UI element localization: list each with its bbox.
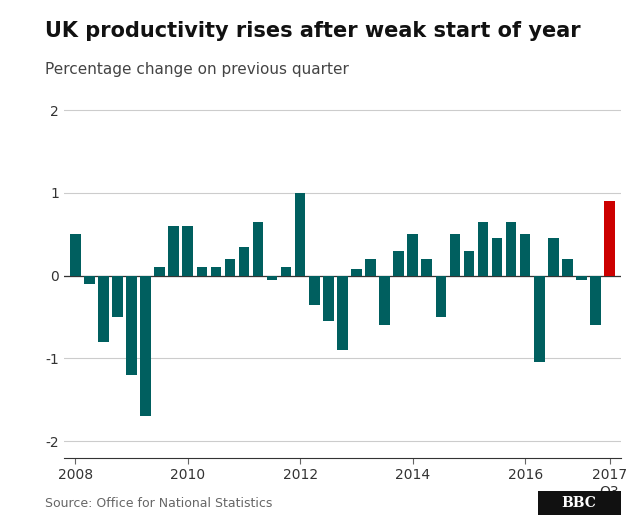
Bar	[112, 276, 123, 317]
Bar	[337, 276, 348, 350]
Bar	[182, 226, 193, 276]
Bar	[196, 267, 207, 276]
Bar	[126, 276, 137, 375]
Bar	[253, 222, 263, 276]
Bar	[154, 267, 165, 276]
Bar	[168, 226, 179, 276]
Bar	[576, 276, 587, 280]
Bar	[548, 238, 559, 276]
Bar	[98, 276, 109, 342]
Text: Source: Office for National Statistics: Source: Office for National Statistics	[45, 497, 272, 510]
Bar	[295, 193, 305, 276]
Bar	[365, 259, 376, 276]
Bar	[436, 276, 446, 317]
Bar	[84, 276, 95, 284]
Text: Percentage change on previous quarter: Percentage change on previous quarter	[45, 62, 349, 77]
Bar	[562, 259, 573, 276]
Text: BBC: BBC	[562, 496, 596, 510]
Bar	[422, 259, 432, 276]
Bar	[408, 234, 418, 276]
Text: UK productivity rises after weak start of year: UK productivity rises after weak start o…	[45, 21, 580, 41]
Bar	[534, 276, 545, 362]
Bar	[492, 238, 502, 276]
Bar	[211, 267, 221, 276]
Bar	[267, 276, 277, 280]
Bar	[506, 222, 516, 276]
Bar	[225, 259, 235, 276]
Bar	[309, 276, 319, 305]
Bar	[351, 269, 362, 276]
Bar	[520, 234, 531, 276]
Bar	[380, 276, 390, 325]
Bar	[450, 234, 460, 276]
Bar	[323, 276, 333, 321]
Bar	[590, 276, 601, 325]
Bar	[70, 234, 81, 276]
Bar	[239, 246, 249, 276]
Bar	[604, 201, 615, 276]
Bar	[140, 276, 151, 416]
Bar	[394, 251, 404, 276]
Bar	[477, 222, 488, 276]
Bar	[281, 267, 291, 276]
Bar	[463, 251, 474, 276]
